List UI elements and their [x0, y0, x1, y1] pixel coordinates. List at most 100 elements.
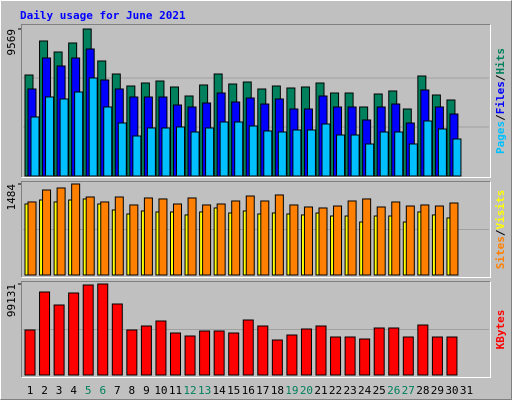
bar: [42, 189, 52, 276]
bar: [170, 332, 181, 376]
bar: [74, 91, 84, 177]
bar: [359, 338, 371, 376]
x-tick-label: 17: [256, 384, 269, 397]
bar: [362, 198, 372, 276]
bar: [417, 324, 429, 376]
x-tick-label: 7: [114, 384, 121, 397]
bar: [184, 335, 196, 376]
bar: [27, 201, 37, 276]
x-tick-label: 28: [416, 384, 429, 397]
panel-edge-dark: [21, 24, 491, 178]
x-tick-label: 10: [154, 384, 167, 397]
bar: [263, 130, 273, 177]
bar: [88, 77, 98, 177]
bar: [114, 196, 124, 276]
legend-entry: Files: [494, 81, 507, 114]
x-tick-label: 26: [387, 384, 400, 397]
x-tick-label: 22: [329, 384, 342, 397]
bar: [315, 325, 327, 376]
bar: [85, 196, 95, 276]
legend-entry: Hits: [494, 48, 507, 75]
bar: [242, 319, 254, 376]
bar: [394, 131, 404, 177]
x-tick-label: 15: [227, 384, 240, 397]
bar: [344, 336, 356, 376]
bar: [318, 207, 328, 276]
x-tick-label: 12: [183, 384, 196, 397]
bar: [321, 123, 331, 177]
x-tick-label: 20: [300, 384, 313, 397]
x-tick-label: 4: [70, 384, 77, 397]
x-tick-label: 13: [198, 384, 211, 397]
x-tick-label: 5: [85, 384, 92, 397]
bar: [446, 336, 458, 376]
x-tick-label: 6: [99, 384, 106, 397]
bar: [391, 201, 401, 276]
bar: [126, 329, 138, 376]
x-tick-label: 29: [431, 384, 444, 397]
x-tick-label: 3: [56, 384, 63, 397]
legend-separator: /: [494, 229, 507, 236]
legend: Sites/Visits: [494, 190, 507, 270]
panel-edge-light: [21, 24, 491, 178]
bar: [423, 120, 433, 177]
x-tick-label: 8: [129, 384, 136, 397]
bar: [219, 121, 229, 177]
x-tick-label: 11: [169, 384, 182, 397]
legend-entry: Sites: [494, 236, 507, 269]
bar: [30, 116, 40, 177]
bar: [71, 183, 81, 276]
bar: [431, 336, 443, 376]
bar: [187, 197, 197, 276]
bar: [388, 327, 400, 376]
bar: [45, 96, 55, 177]
x-tick-label: 9: [143, 384, 150, 397]
x-tick-label: 24: [358, 384, 372, 397]
bar: [330, 336, 342, 376]
y-tick-label: 1484: [5, 184, 18, 211]
x-tick-label: 23: [343, 384, 356, 397]
x-tick-label: 30: [445, 384, 458, 397]
bar: [216, 203, 226, 276]
bar: [213, 330, 225, 376]
bar: [129, 204, 139, 276]
bar: [365, 143, 375, 177]
panel-edge-light: [21, 281, 491, 378]
x-tick-label: 2: [41, 384, 48, 397]
bar: [292, 129, 302, 177]
x-tick-label: 16: [242, 384, 255, 397]
bar: [155, 320, 167, 376]
legend-entry: Visits: [494, 190, 507, 230]
bar: [176, 126, 185, 177]
bar: [274, 194, 284, 276]
bar: [408, 143, 418, 177]
x-tick-label: 31: [460, 384, 473, 397]
bar: [303, 206, 313, 276]
bar: [103, 106, 113, 177]
bar: [199, 330, 211, 376]
bar: [117, 122, 127, 177]
bar: [336, 134, 346, 177]
bar: [140, 325, 152, 376]
bar: [449, 202, 459, 276]
legend: KBytes: [494, 310, 507, 350]
legend-separator: /: [494, 74, 507, 81]
bar: [161, 127, 171, 177]
bar: [158, 198, 168, 276]
bar: [306, 129, 316, 177]
x-tick-label: 1: [27, 384, 34, 397]
bar: [190, 131, 200, 177]
bar: [271, 339, 283, 376]
bar: [53, 304, 65, 376]
legend: Pages/Files/Hits: [494, 48, 507, 154]
bar: [248, 125, 258, 177]
bar: [132, 135, 142, 177]
x-tick-label: 21: [314, 384, 327, 397]
bar: [437, 128, 447, 177]
bar: [245, 195, 255, 276]
x-tick-label: 25: [373, 384, 386, 397]
x-tick-label: 14: [213, 384, 227, 397]
bar: [434, 205, 444, 276]
bar: [452, 138, 462, 177]
